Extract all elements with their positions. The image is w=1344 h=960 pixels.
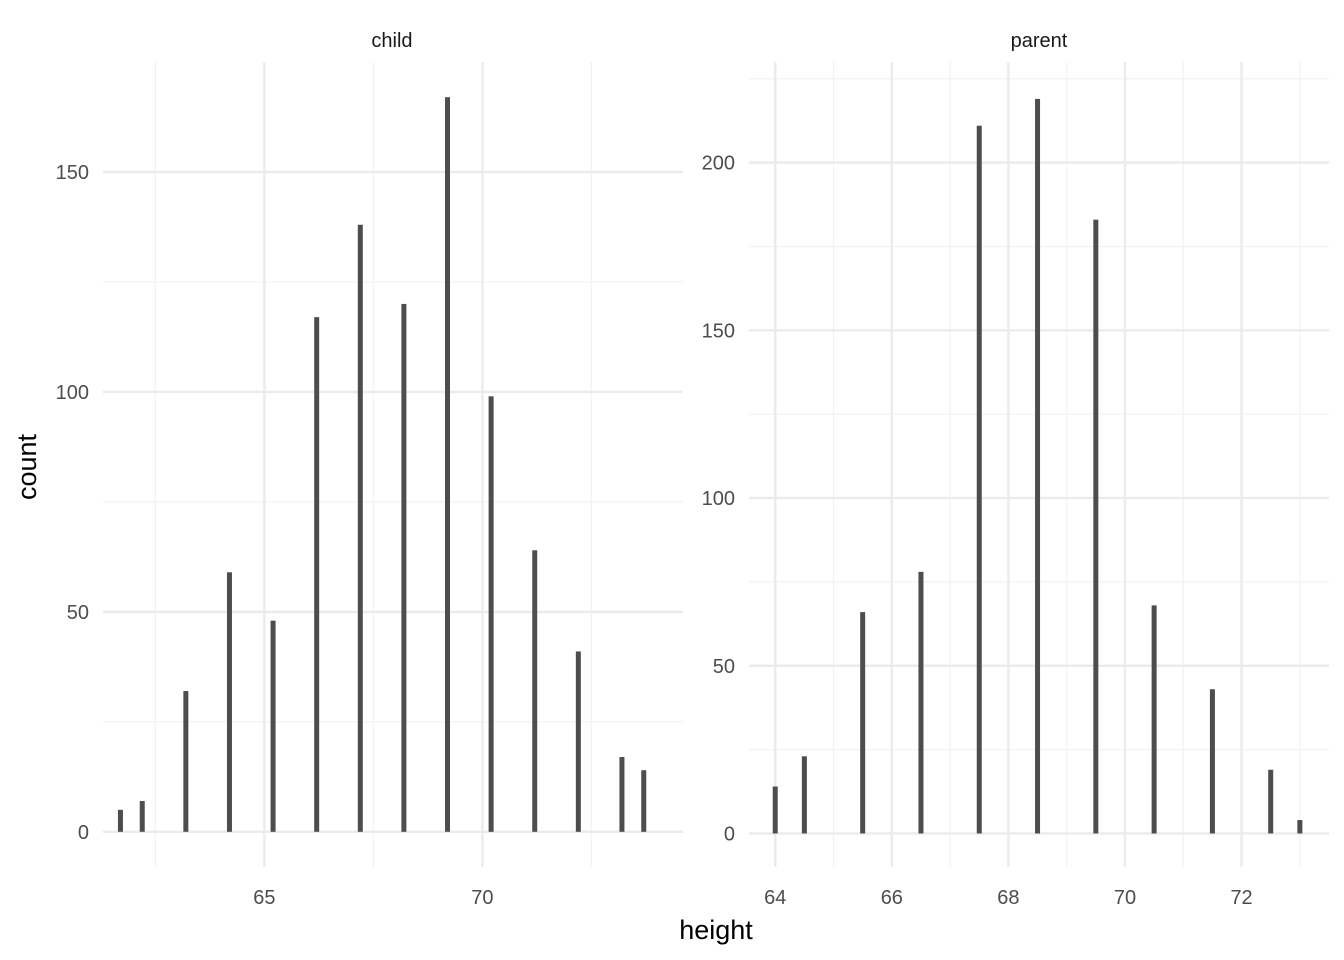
parent-bar	[1151, 605, 1157, 834]
panel-parent: 0 50 100 150 200 64 66 68 70 72 parent	[702, 30, 1329, 909]
child-bar	[619, 757, 625, 832]
parent-x-tick-label: 64	[764, 887, 786, 909]
parent-y-tick-label: 200	[702, 153, 735, 175]
parent-bar	[1093, 219, 1099, 834]
child-bar	[488, 396, 494, 832]
child-bar	[401, 303, 407, 832]
parent-y-tick-label: 0	[724, 823, 735, 845]
child-bar	[226, 572, 232, 832]
child-y-tick-label: 50	[67, 602, 89, 624]
child-bar	[641, 770, 647, 832]
parent-bar	[976, 125, 982, 834]
child-x-tick-label: 70	[471, 887, 493, 909]
child-bar	[445, 97, 451, 832]
parent-y-tick-label: 50	[713, 656, 735, 678]
parent-y-tick-label: 150	[702, 320, 735, 342]
parent-bar	[1209, 689, 1215, 834]
x-axis-label: height	[679, 915, 753, 945]
child-bar	[139, 801, 145, 832]
child-bar	[532, 550, 538, 832]
child-y-tick-label: 0	[78, 822, 89, 844]
parent-bar	[801, 756, 807, 834]
parent-bar	[1297, 820, 1303, 834]
parent-x-tick-label: 66	[881, 887, 903, 909]
child-bar	[357, 224, 363, 832]
panel-child: 0 50 100 150 65 70 child	[56, 30, 683, 909]
parent-bar	[860, 612, 866, 834]
parent-bar	[772, 786, 778, 834]
child-y-tick-label: 150	[56, 162, 89, 184]
parent-x-tick-label: 70	[1114, 887, 1136, 909]
child-bar	[270, 620, 276, 832]
parent-bar	[918, 571, 924, 834]
parent-x-tick-label: 68	[997, 887, 1019, 909]
child-panel-title: child	[371, 30, 412, 52]
child-bar	[117, 809, 123, 832]
child-bar	[183, 691, 189, 832]
child-x-tick-label: 65	[253, 887, 275, 909]
parent-y-tick-label: 100	[702, 488, 735, 510]
child-bar	[314, 317, 320, 832]
parent-bar	[1035, 98, 1041, 834]
child-y-tick-label: 100	[56, 382, 89, 404]
child-bar	[575, 651, 581, 832]
parent-bar	[1268, 769, 1274, 834]
parent-x-tick-label: 72	[1230, 887, 1252, 909]
parent-panel-title: parent	[1011, 30, 1068, 52]
y-axis-label: count	[12, 433, 42, 500]
